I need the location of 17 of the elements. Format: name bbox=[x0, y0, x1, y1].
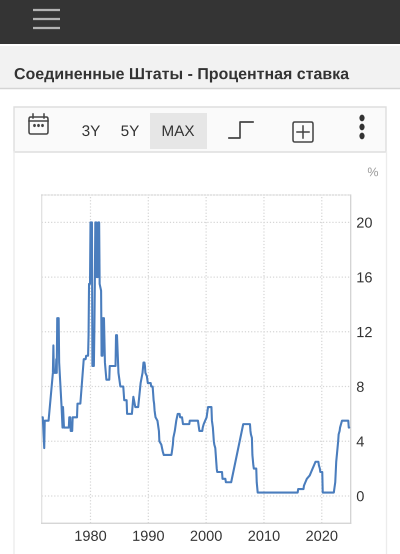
x-tick-label: 2000 bbox=[190, 530, 222, 541]
y-tick-label: 4 bbox=[356, 436, 364, 447]
text: 5Y bbox=[121, 125, 140, 136]
y-tick-label: 0 bbox=[356, 491, 364, 502]
x-tick-label: 2020 bbox=[306, 530, 338, 541]
y-tick-label: 12 bbox=[357, 326, 372, 338]
y-tick-label: 8 bbox=[356, 382, 364, 392]
x-tick-label: 1980 bbox=[75, 530, 106, 541]
text: 3Y bbox=[82, 125, 100, 136]
y-axis-title: % bbox=[368, 168, 378, 176]
x-tick-label: 1990 bbox=[133, 530, 164, 541]
line-series bbox=[42, 221, 350, 494]
chart-title: Соединенные Штаты - Процентная ставка bbox=[14, 68, 350, 82]
y-tick-label: 20 bbox=[356, 217, 372, 228]
text: MAX bbox=[162, 125, 194, 136]
x-tick-label: 2010 bbox=[248, 530, 280, 541]
y-tick-label: 16 bbox=[357, 272, 372, 283]
